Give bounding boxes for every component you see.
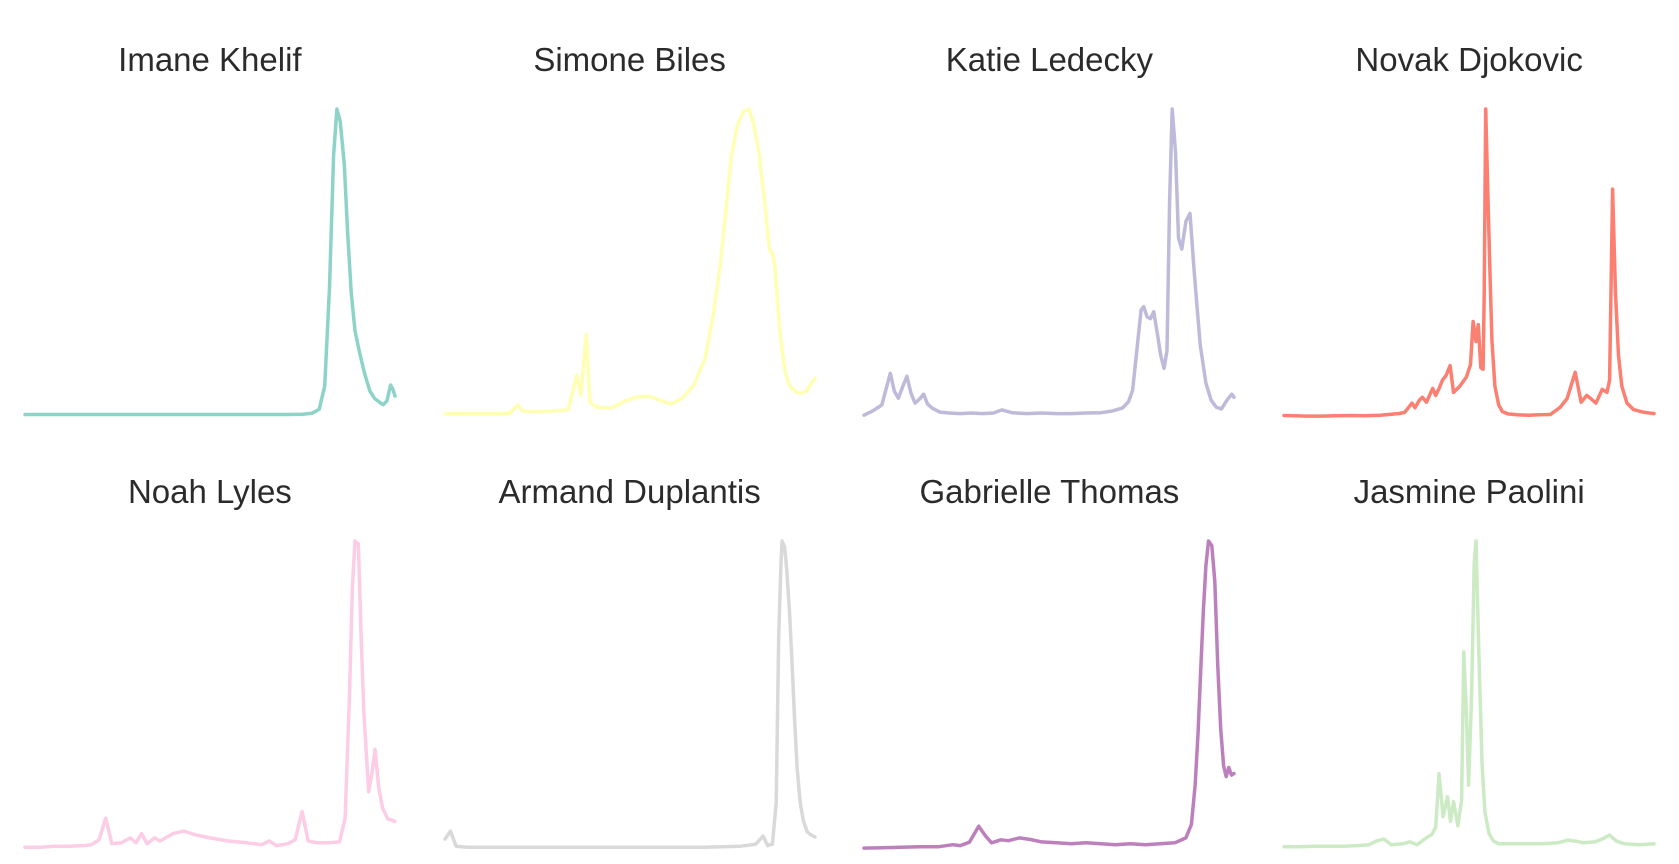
sparkline-path: [25, 541, 395, 847]
chart-title: Simone Biles: [533, 41, 726, 78]
sparkline-path: [1284, 109, 1654, 416]
sparkline-chart-2: [445, 95, 815, 425]
sparkline-chart-6: [445, 527, 815, 857]
sparkline-path: [445, 109, 815, 414]
sparkline-chart-8: [1284, 527, 1654, 857]
sparkline-path: [445, 541, 815, 847]
chart-cell-7: Gabrielle Thomas: [840, 432, 1260, 864]
chart-title: Imane Khelif: [118, 41, 302, 78]
sparkline-chart-3: [864, 95, 1234, 425]
chart-title: Armand Duplantis: [498, 473, 761, 510]
chart-title: Novak Djokovic: [1355, 41, 1583, 78]
chart-cell-8: Jasmine Paolini: [1259, 432, 1679, 864]
chart-cell-1: Imane Khelif: [0, 0, 420, 432]
chart-cell-5: Noah Lyles: [0, 432, 420, 864]
sparkline-chart-5: [25, 527, 395, 857]
chart-cell-6: Armand Duplantis: [420, 432, 840, 864]
chart-title: Gabrielle Thomas: [919, 473, 1180, 510]
chart-cell-2: Simone Biles: [420, 0, 840, 432]
sparkline-chart-7: [864, 527, 1234, 857]
chart-cell-3: Katie Ledecky: [840, 0, 1260, 432]
sparkline-chart-4: [1284, 95, 1654, 425]
sparkline-chart-1: [25, 95, 395, 425]
chart-title: Noah Lyles: [127, 473, 292, 510]
sparkline-path: [864, 541, 1234, 848]
chart-title: Katie Ledecky: [945, 41, 1154, 78]
sparkline-path: [25, 109, 395, 415]
chart-title: Jasmine Paolini: [1353, 473, 1585, 510]
sparkline-path: [864, 109, 1234, 415]
sparkline-path: [1284, 541, 1654, 847]
chart-cell-4: Novak Djokovic: [1259, 0, 1679, 432]
